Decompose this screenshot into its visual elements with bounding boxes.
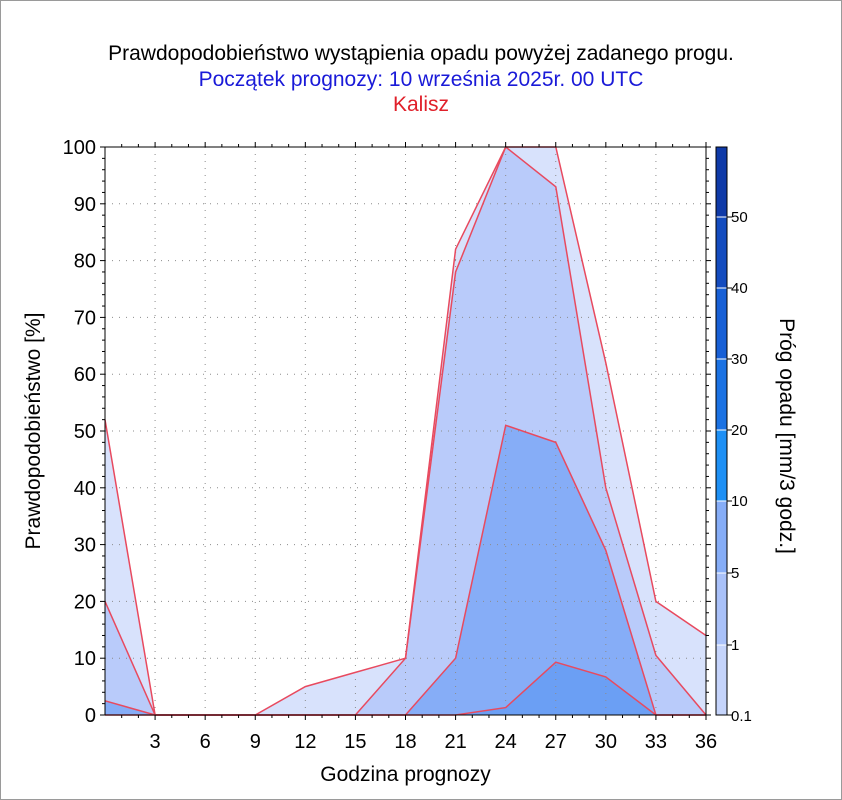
x-axis-label: Godzina prognozy — [320, 763, 491, 786]
y-axis-label: Prawdopodobieństwo [%] — [22, 313, 45, 550]
area-threshold-10 — [105, 662, 706, 715]
chart-subtitle-forecast-start: Początek prognozy: 10 września 2025r. 00… — [198, 68, 644, 91]
colorbar-band — [716, 430, 727, 501]
x-tick-label: 15 — [344, 731, 366, 753]
x-tick-label: 21 — [444, 731, 466, 753]
y-tick-label: 90 — [74, 194, 96, 216]
colorbar-band — [716, 288, 727, 359]
y-tick-label: 30 — [74, 535, 96, 557]
y-tick-label: 0 — [85, 705, 96, 727]
y-tick-label: 70 — [74, 307, 96, 329]
colorbar-band — [716, 501, 727, 573]
y-tick-label: 100 — [63, 137, 96, 159]
colorbar-tick-label: 10 — [731, 493, 748, 510]
x-tick-label: 3 — [150, 731, 161, 753]
x-tick-label: 27 — [545, 731, 567, 753]
colorbar-tick-label: 0.1 — [731, 708, 752, 725]
colorbar-tick-label: 50 — [731, 209, 748, 226]
x-tick-label: 36 — [695, 731, 717, 753]
x-tick-label: 30 — [595, 731, 617, 753]
y-tick-label: 60 — [74, 364, 96, 386]
colorbar-tick-label: 30 — [731, 351, 748, 368]
colorbar-band — [716, 147, 727, 217]
y-tick-label: 40 — [74, 478, 96, 500]
colorbar-band — [716, 217, 727, 288]
colorbar-band — [716, 573, 727, 645]
colorbar-band — [716, 359, 727, 430]
y-tick-label: 20 — [74, 591, 96, 613]
colorbar-label: Próg opadu [mm/3 godz.] — [775, 318, 798, 554]
colorbar-band — [716, 645, 727, 715]
x-tick-label: 9 — [250, 731, 261, 753]
y-tick-label: 80 — [74, 251, 96, 273]
x-tick-label: 18 — [394, 731, 416, 753]
colorbar-tick-label: 5 — [731, 565, 739, 582]
x-tick-label: 24 — [495, 731, 517, 753]
colorbar-tick-label: 40 — [731, 280, 748, 297]
x-tick-label: 12 — [294, 731, 316, 753]
colorbar-tick-label: 1 — [731, 637, 739, 654]
chart-subtitle-location: Kalisz — [392, 93, 450, 116]
y-tick-label: 50 — [74, 421, 96, 443]
colorbar-border — [715, 146, 728, 716]
chart-title: Prawdopodobieństwo wystąpienia opadu pow… — [108, 42, 734, 65]
y-tick-label: 10 — [74, 648, 96, 670]
x-tick-label: 6 — [200, 731, 211, 753]
x-tick-label: 33 — [645, 731, 667, 753]
colorbar-tick-label: 20 — [731, 422, 748, 439]
